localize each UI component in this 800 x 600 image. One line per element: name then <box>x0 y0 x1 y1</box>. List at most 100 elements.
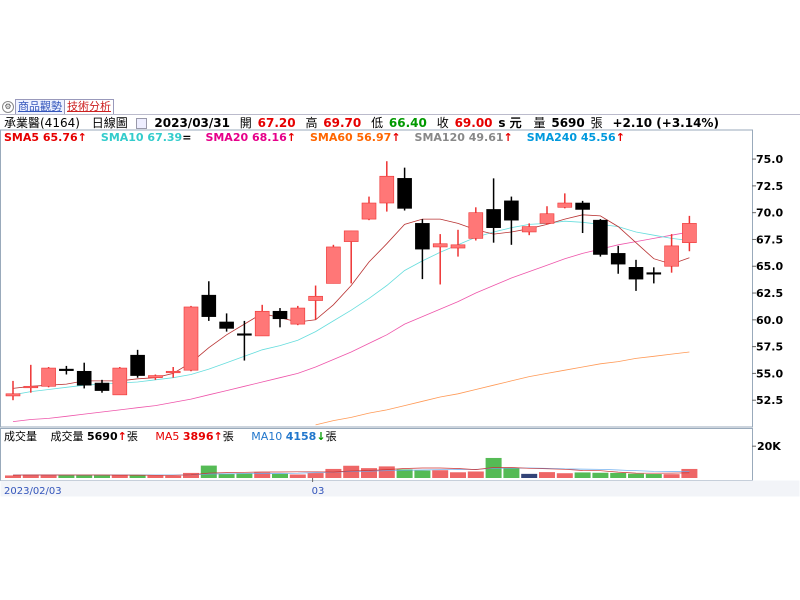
ma-legend-item-sma60: SMA60 56.97↑ <box>309 131 401 144</box>
open-value: 67.20 <box>257 116 296 130</box>
sma60-line <box>315 351 690 426</box>
candle-body <box>575 202 590 210</box>
y-tick-label: 72.5 <box>756 180 783 193</box>
ma-legend: SMA5 65.76↑ SMA10 67.39= SMA20 68.16↑ SMA60… <box>4 131 639 145</box>
volume-bar <box>183 472 199 478</box>
volume-ma5-value: 3896 <box>182 430 214 443</box>
candle-body <box>593 219 608 255</box>
price-panel-frame <box>0 129 753 428</box>
candle-body <box>254 310 270 337</box>
gear-icon[interactable]: ⚙ <box>2 101 14 113</box>
candle-body <box>432 243 448 248</box>
volume-bar <box>663 474 680 478</box>
tab-quote[interactable]: 商品觀勢 <box>15 99 65 114</box>
volume-ma10-value: 4158 <box>285 430 317 443</box>
y-tick-label: 75.0 <box>756 153 783 166</box>
ma-legend-item-sma240: SMA240 45.56↑ <box>526 131 625 144</box>
volume-label: 量 <box>533 116 546 130</box>
ma-legend-arrow: ↑ <box>391 131 401 144</box>
candle-body <box>219 321 234 329</box>
quote-date: 2023/03/31 <box>154 116 230 130</box>
candle-body <box>486 209 501 228</box>
volume-bar <box>272 473 288 478</box>
candle-body <box>646 272 662 275</box>
volume-bar <box>396 469 413 478</box>
candle-body <box>415 223 430 250</box>
candle-body <box>201 294 217 317</box>
volume-bar <box>307 473 324 478</box>
volume-ma5-arrow: ↑ <box>213 430 223 443</box>
volume-bar <box>681 468 698 478</box>
tab-divider <box>0 114 800 115</box>
candle-body <box>343 230 359 242</box>
candle-body <box>41 367 56 387</box>
volume-bar <box>147 475 164 478</box>
period-label[interactable]: 日線圖 <box>91 116 128 130</box>
volume-bar <box>22 474 39 478</box>
y-tick-label: 57.5 <box>756 341 783 354</box>
volume-bar <box>450 472 466 478</box>
candle-body <box>682 223 697 243</box>
volume-ma10-unit: 張 <box>325 430 337 443</box>
candle-body <box>628 267 644 280</box>
y-tick-label: 65.0 <box>756 260 783 273</box>
volume-ma5-unit: 張 <box>222 430 234 443</box>
volume-bar <box>539 472 555 478</box>
y-tick-label: 70.0 <box>756 207 783 220</box>
low-value: 66.40 <box>388 116 427 130</box>
volume-legend-value: 5690 <box>87 430 118 443</box>
volume-bar <box>58 474 75 478</box>
candle-body <box>237 333 252 336</box>
candle-body <box>5 393 21 397</box>
candle-body <box>165 370 181 374</box>
candle-body <box>130 354 145 376</box>
y-tick-label: 62.5 <box>756 287 783 300</box>
candle-body <box>397 178 412 209</box>
candle-body <box>112 367 128 396</box>
candle-body <box>23 385 39 389</box>
candle-body <box>450 244 466 249</box>
candle-body <box>272 310 288 320</box>
candle-body <box>379 175 395 204</box>
y-tick-label: 60.0 <box>756 314 783 327</box>
volume-legend-arrow: ↑ <box>117 430 127 443</box>
volume-bar <box>289 474 306 478</box>
volume-bar <box>503 468 520 478</box>
volume-bar <box>361 468 377 478</box>
volume-bar <box>200 465 217 478</box>
candle-body <box>504 200 519 221</box>
volume-ma10-label: MA10 <box>251 430 283 443</box>
volume-bar <box>325 468 342 478</box>
ma-legend-item-sma20: SMA20 68.16↑ <box>205 131 296 144</box>
ma-legend-item-sma10: SMA10 67.39= <box>100 131 192 144</box>
y-tick-label: 67.5 <box>756 233 783 246</box>
y-tick-label: 55.0 <box>756 367 783 380</box>
volume-bar <box>467 471 484 478</box>
candle-body <box>94 382 110 391</box>
date-axis-band <box>0 480 800 497</box>
volume-value: 5690 <box>551 116 585 130</box>
volume-bar <box>94 475 110 478</box>
candle-body <box>610 253 626 265</box>
candle-body <box>521 226 537 233</box>
tab-technical-analysis[interactable]: 技術分析 <box>64 99 114 114</box>
x-tick-label: 03 <box>312 486 325 497</box>
ma-legend-item-sma120: SMA120 49.61↑ <box>414 131 513 144</box>
open-label: 開 <box>239 116 252 130</box>
calendar-icon[interactable] <box>135 118 147 129</box>
volume-panel-title: 成交量 <box>4 430 37 443</box>
volume-tick-label: 20K <box>757 440 781 453</box>
candle-body <box>59 368 74 371</box>
unit-label: s 元 <box>498 116 522 130</box>
low-label: 低 <box>371 116 384 130</box>
volume-bar <box>40 474 57 478</box>
volume-bar <box>218 473 235 478</box>
volume-bar <box>574 472 591 478</box>
volume-bar <box>378 466 395 478</box>
volume-legend-label: 成交量 <box>50 430 84 443</box>
ma-legend-arrow: ↑ <box>286 131 296 144</box>
volume-bar <box>556 473 573 478</box>
ma-legend-arrow: = <box>182 131 192 144</box>
volume-ma5-label: MA5 <box>155 430 180 443</box>
